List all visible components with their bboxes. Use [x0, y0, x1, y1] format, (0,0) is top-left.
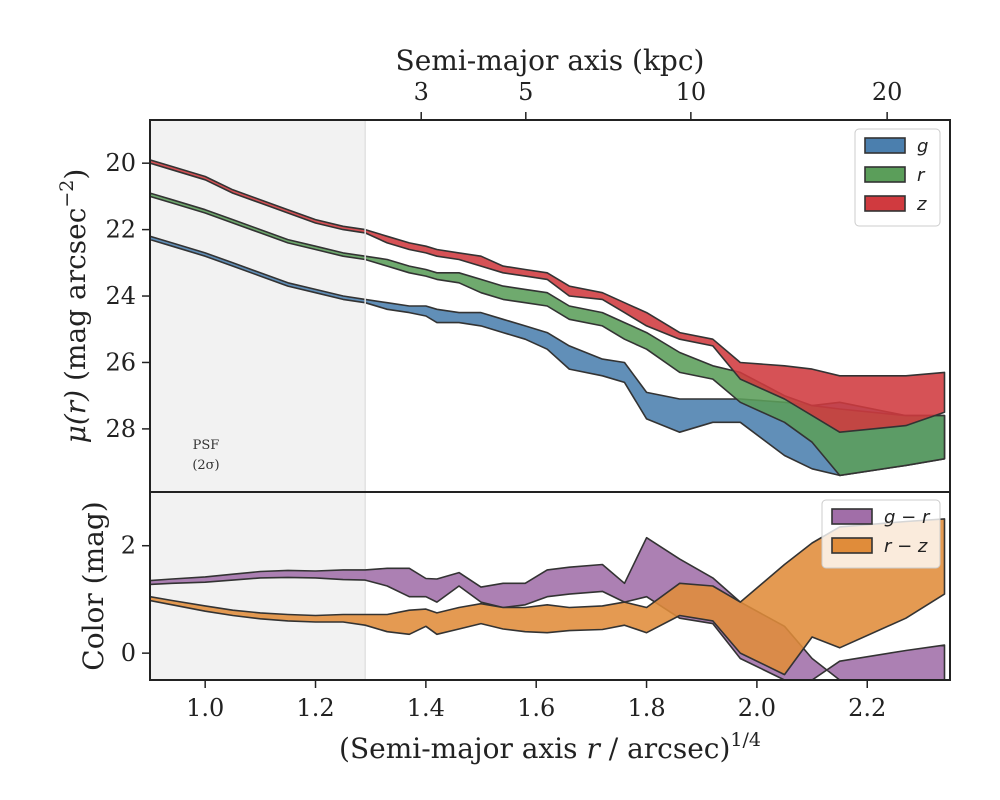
surface-brightness-panel: PSF (2σ)	[150, 120, 946, 492]
legend-g-minus-r: g − r	[884, 507, 931, 528]
top-x-tick-label: 20	[872, 78, 903, 106]
legend-swatch	[864, 166, 906, 183]
psf-label-sigma: (2σ)	[192, 458, 219, 473]
bottom-axes-frame	[149, 491, 951, 681]
y-tick-label: 24	[105, 282, 136, 310]
legend-r: r	[917, 165, 926, 186]
y-axis-label-power: −2	[56, 180, 78, 208]
color-y-tick-label: 0	[121, 639, 136, 667]
color-y-tick-label: 2	[121, 532, 136, 560]
band-z	[150, 159, 946, 433]
legend-swatch	[831, 508, 873, 525]
legend-swatch	[864, 137, 906, 154]
bottom-bands	[150, 518, 946, 680]
top-x-tick-label: 10	[676, 78, 707, 106]
legend-g: g	[917, 136, 928, 157]
y-tick-label: 22	[105, 216, 136, 244]
x-axis-label: (Semi-major axis r / arcsec)1/4	[339, 729, 761, 765]
y-axis-label: μ(r) (mag arcsec−2)	[56, 169, 92, 444]
y-axis-label-mu: μ(r)	[59, 390, 92, 443]
top-axis-label: Semi-major axis (kpc)	[396, 44, 705, 77]
y-axis-label-close: )	[59, 169, 92, 180]
y-tick-label: 26	[105, 348, 136, 376]
x-tick-label: 1.2	[296, 694, 334, 722]
legend-r-minus-z: r − z	[884, 536, 928, 557]
legend-z: z	[916, 194, 927, 215]
legend-swatch	[864, 195, 906, 212]
legend: grz	[854, 128, 941, 227]
psf-region	[150, 120, 366, 492]
x-tick-label: 1.6	[517, 694, 555, 722]
top-x-tick-label: 5	[518, 78, 533, 106]
x-tick-label: 1.0	[186, 694, 224, 722]
x-axis-label-unit: / arcsec)	[600, 732, 731, 765]
psf-region	[150, 492, 366, 680]
x-tick-label: 2.2	[848, 694, 886, 722]
y-tick-label: 28	[105, 415, 136, 443]
color-axis-label: Color (mag)	[77, 501, 110, 670]
band-r-minus-z	[150, 518, 946, 676]
x-axis-label-r: r	[586, 732, 601, 765]
x-tick-label: 1.4	[407, 694, 445, 722]
x-axis-label-power: 1/4	[730, 729, 761, 751]
x-tick-label: 2.0	[738, 694, 776, 722]
legend: g − r r − z	[821, 499, 941, 569]
y-tick-label: 20	[105, 149, 136, 177]
color-panel	[150, 120, 946, 680]
y-axis-label-unit: (mag arcsec	[59, 208, 92, 390]
psf-label: PSF	[193, 438, 220, 453]
band-r	[150, 192, 946, 477]
top-x-tick-label: 3	[414, 78, 429, 106]
axes-layer: 1.01.21.41.61.82.02.23510203050751002022…	[56, 44, 951, 765]
top-bands	[150, 159, 946, 477]
legend-swatch	[831, 537, 873, 554]
x-tick-label: 1.8	[627, 694, 665, 722]
